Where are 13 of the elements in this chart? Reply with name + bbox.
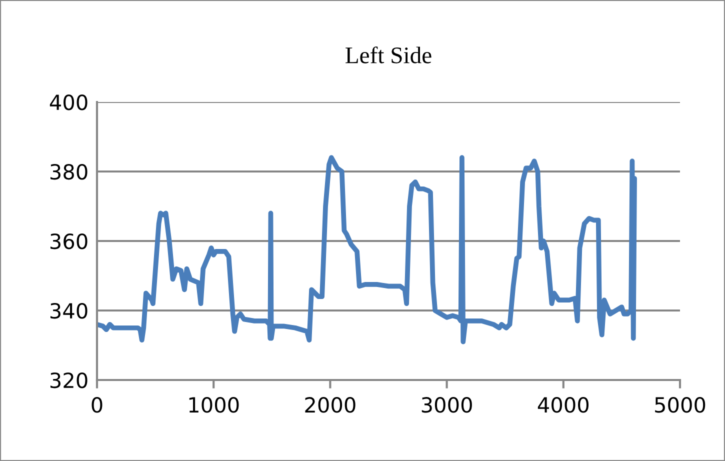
y-tick-label: 400 bbox=[50, 94, 88, 110]
x-tick-label: 3000 bbox=[422, 397, 472, 413]
x-tick-label: 4000 bbox=[538, 397, 589, 413]
x-tick-label: 5000 bbox=[655, 397, 706, 413]
y-tick-label: 340 bbox=[50, 302, 88, 319]
x-tick-label: 1000 bbox=[189, 397, 239, 413]
x-tick-label: 0 bbox=[92, 397, 102, 413]
chart-title: Left Side bbox=[346, 46, 432, 64]
y-tick-label: 380 bbox=[50, 164, 88, 180]
y-tick-label: 320 bbox=[50, 372, 88, 388]
line-series bbox=[97, 155, 637, 344]
y-tick-label: 360 bbox=[50, 233, 88, 250]
x-tick-label: 2000 bbox=[305, 397, 356, 413]
